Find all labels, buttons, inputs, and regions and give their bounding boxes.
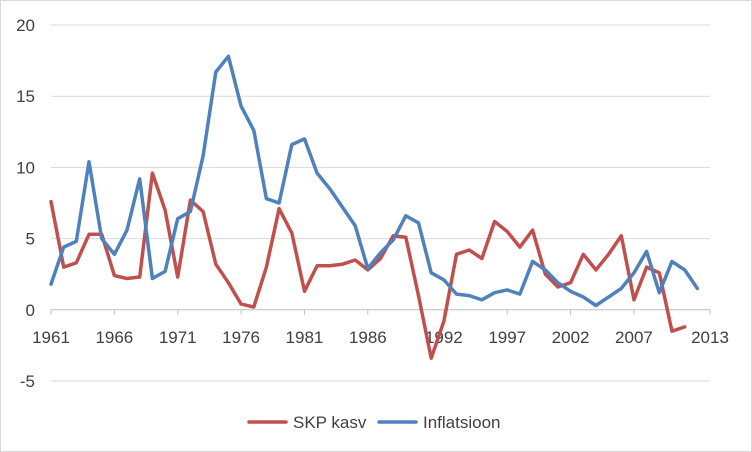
- x-tick-label: 2002: [552, 328, 590, 347]
- y-tick-label: 20: [16, 16, 35, 35]
- series-line-inflatsioon: [49, 54, 700, 308]
- x-tick-label: 1986: [349, 328, 387, 347]
- gridlines: [51, 24, 710, 382]
- x-tick-label: 1992: [425, 328, 463, 347]
- legend-label: SKP kasv: [293, 413, 367, 432]
- y-tick-label: -5: [20, 372, 35, 391]
- x-tick-label: 1997: [488, 328, 526, 347]
- y-tick-label: 10: [16, 158, 35, 177]
- x-tick-label: 1971: [159, 328, 197, 347]
- x-tick-label: 1981: [286, 328, 324, 347]
- legend: SKP kasv Inflatsioon: [247, 413, 501, 432]
- y-tick-label: 0: [26, 301, 35, 320]
- y-axis-tick-labels: -5 0 5 10 15 20: [16, 16, 35, 391]
- series-lines: [49, 54, 700, 360]
- x-tick-label: 1966: [95, 328, 133, 347]
- legend-label: Inflatsioon: [423, 413, 501, 432]
- x-axis-tick-labels: 1961 1966 1971 1976 1981 1986 1992 1997 2002 2007…: [32, 309, 729, 347]
- x-tick-label: 2013: [691, 328, 729, 347]
- y-tick-label: 5: [26, 230, 35, 249]
- x-tick-label: 2007: [615, 328, 653, 347]
- y-tick-label: 15: [16, 87, 35, 106]
- x-tick-label: 1961: [32, 328, 70, 347]
- x-tick-label: 1976: [222, 328, 260, 347]
